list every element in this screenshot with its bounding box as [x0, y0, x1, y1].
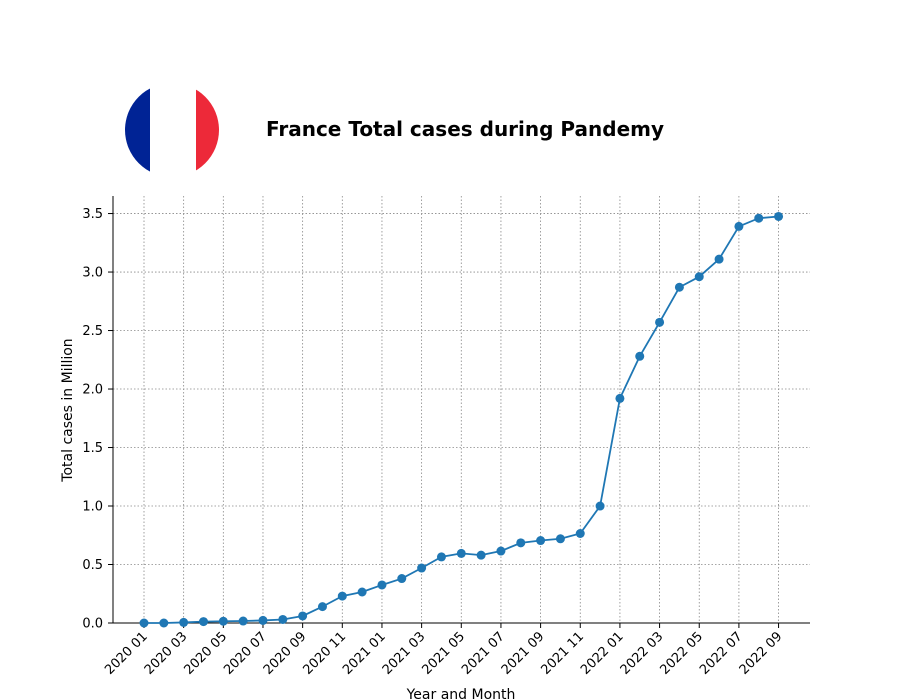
data-points [139, 211, 784, 628]
y-tick-label: 1.0 [82, 500, 103, 515]
y-axis-ticks: 0.0 0.5 1.0 1.5 2.0 2.5 3.0 3.5 [82, 207, 113, 632]
y-tick-label: 3.0 [82, 266, 103, 281]
data-point [516, 538, 526, 548]
x-tick-label: 2022 03 [618, 629, 667, 678]
data-point [357, 587, 367, 597]
y-tick-label: 3.5 [82, 207, 103, 222]
x-tick-label: 2020 11 [301, 629, 350, 678]
y-tick-label: 2.5 [82, 324, 103, 339]
data-point [397, 574, 407, 584]
data-point [595, 501, 605, 511]
data-point [456, 548, 466, 558]
data-point [635, 351, 645, 361]
x-tick-label: 2022 01 [578, 629, 627, 678]
x-tick-label: 2021 03 [380, 629, 429, 678]
data-point [298, 611, 308, 621]
data-point [774, 211, 784, 221]
y-tick-label: 2.0 [82, 383, 103, 398]
data-point [674, 282, 684, 292]
y-axis-label: Total cases in Million [60, 338, 76, 482]
data-point [754, 213, 764, 223]
data-point [278, 614, 288, 624]
data-point [496, 546, 506, 556]
x-tick-label: 2021 05 [419, 629, 468, 678]
data-point [615, 393, 625, 403]
y-tick-label: 1.5 [82, 441, 103, 456]
x-tick-label: 2020 01 [102, 629, 151, 678]
data-point [198, 617, 208, 627]
data-point [159, 618, 169, 628]
x-tick-label: 2022 09 [737, 629, 786, 678]
x-axis-label: Year and Month [406, 687, 516, 700]
data-point [575, 529, 585, 539]
data-point [655, 317, 665, 327]
chart-title: France Total cases during Pandemy [266, 117, 664, 141]
data-point [694, 272, 704, 282]
x-tick-label: 2021 01 [340, 629, 389, 678]
flag-white-stripe [150, 83, 196, 177]
x-tick-label: 2022 07 [697, 629, 746, 678]
data-point [139, 618, 149, 628]
data-point [476, 550, 486, 560]
flag-red-stripe [196, 83, 219, 177]
x-tick-label: 2020 03 [142, 629, 191, 678]
data-point [436, 552, 446, 562]
y-tick-label: 0.0 [82, 617, 103, 632]
x-tick-label: 2022 05 [657, 629, 706, 678]
grid [113, 196, 810, 624]
x-tick-label: 2020 07 [221, 629, 270, 678]
x-tick-label: 2021 09 [499, 629, 548, 678]
y-tick-label: 0.5 [82, 558, 103, 573]
x-tick-label: 2020 05 [182, 629, 231, 678]
flag-blue-stripe [125, 83, 150, 177]
data-point [714, 254, 724, 264]
data-point [337, 591, 347, 601]
data-point [417, 563, 427, 573]
data-point [258, 615, 268, 625]
data-point [734, 221, 744, 231]
data-point [317, 602, 327, 612]
data-point [555, 534, 565, 544]
data-point [218, 616, 228, 626]
data-point [536, 536, 546, 546]
data-point [179, 617, 189, 627]
data-point [238, 616, 248, 626]
data-point [377, 580, 387, 590]
x-tick-label: 2021 11 [538, 629, 587, 678]
x-tick-label: 2021 07 [459, 629, 508, 678]
france-flag-icon [125, 83, 219, 177]
x-tick-label: 2020 09 [261, 629, 310, 678]
